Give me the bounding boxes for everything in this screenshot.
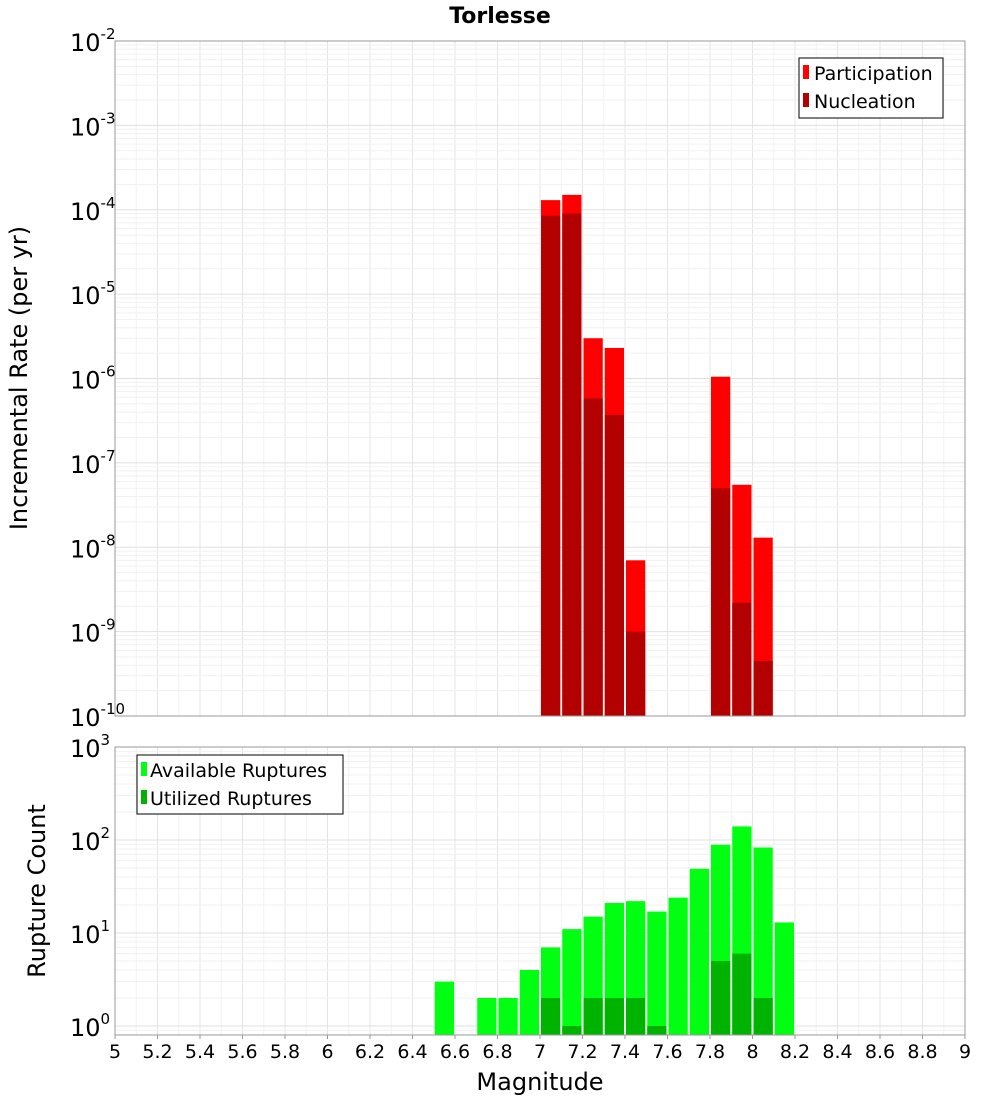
legend-label-participation: Participation (814, 63, 933, 85)
bottom-bar-available-ruptures (668, 897, 688, 1035)
top-bar-nucleation (541, 215, 561, 717)
x-tick-label: 5.2 (142, 1041, 172, 1063)
y-tick-label: 10-3 (70, 109, 116, 141)
top-bar-nucleation (562, 213, 582, 717)
bottom-bar-utilized-ruptures (604, 997, 624, 1035)
x-tick-label: 6.4 (397, 1041, 427, 1063)
bottom-bar-utilized-ruptures (626, 997, 646, 1035)
x-tick-label: 5.8 (270, 1041, 300, 1063)
bottom-bar-available-ruptures (689, 868, 709, 1035)
x-tick-label: 5.4 (185, 1041, 215, 1063)
bottom-bar-utilized-ruptures (541, 997, 561, 1035)
bottom-bar-utilized-ruptures (732, 953, 752, 1035)
x-tick-label: 6.6 (440, 1041, 470, 1063)
legend-label-nucleation: Nucleation (814, 91, 916, 113)
legend-swatch-available-ruptures (141, 762, 147, 776)
bottom-bar-utilized-ruptures (583, 997, 603, 1035)
y-tick-label: 10-8 (70, 531, 116, 563)
legend-label-utilized-ruptures: Utilized Ruptures (150, 788, 312, 810)
top-legend: Participation Nucleation (798, 57, 944, 119)
x-tick-label: 7.6 (652, 1041, 682, 1063)
y-tick-label: 10-6 (70, 363, 116, 395)
legend-label-available-ruptures: Available Ruptures (150, 760, 327, 782)
x-tick-label: 8.8 (907, 1041, 937, 1063)
top-panel-bars (541, 194, 773, 717)
bottom-legend-box (136, 754, 344, 815)
top-legend-box (798, 57, 944, 119)
bottom-bar-available-ruptures (498, 997, 518, 1035)
x-tick-label: 9 (959, 1041, 971, 1063)
y-tick-label: 10-7 (70, 447, 116, 479)
top-y-axis-label: Incremental Rate (per yr) (5, 226, 33, 530)
top-y-tick-labels: 10-10 10-9 10-8 10-7 10-6 10-5 10-4 10-3 10-2 (70, 25, 125, 732)
legend-swatch-utilized-ruptures (141, 790, 147, 804)
x-tick-label: 7.4 (610, 1041, 640, 1063)
top-bar-nucleation (711, 488, 731, 716)
x-tick-label: 5.6 (227, 1041, 257, 1063)
x-tick-label: 5 (109, 1041, 121, 1063)
x-tick-label: 6.8 (482, 1041, 512, 1063)
bottom-bar-utilized-ruptures (753, 997, 773, 1035)
y-tick-label: 101 (70, 917, 110, 949)
x-axis-label: Magnitude (476, 1068, 603, 1096)
x-tick-label: 7 (534, 1041, 546, 1063)
x-tick-label: 7.8 (695, 1041, 725, 1063)
bottom-bar-available-ruptures (774, 922, 794, 1035)
y-tick-label: 103 (70, 731, 110, 763)
top-bar-nucleation (732, 602, 752, 716)
top-panel-frame (114, 40, 966, 717)
x-tick-label: 8.2 (780, 1041, 810, 1063)
bottom-bar-utilized-ruptures (711, 960, 731, 1035)
y-tick-label: 10-10 (70, 700, 125, 732)
bottom-bar-available-ruptures (647, 911, 667, 1035)
x-tick-label: 8.4 (822, 1041, 852, 1063)
y-tick-label: 10-9 (70, 616, 116, 648)
y-tick-label: 102 (70, 824, 110, 856)
bottom-y-tick-labels: 100 101 102 103 (70, 731, 110, 1042)
bottom-bar-utilized-ruptures (562, 1025, 582, 1035)
y-tick-label: 10-2 (70, 25, 116, 57)
x-tick-label: 7.2 (567, 1041, 597, 1063)
top-bar-nucleation (604, 414, 624, 716)
bottom-bar-available-ruptures (434, 981, 454, 1035)
bottom-bar-available-ruptures (562, 929, 582, 1035)
bottom-bar-available-ruptures (477, 997, 497, 1035)
y-tick-label: 10-5 (70, 278, 116, 310)
x-tick-label: 6.2 (355, 1041, 385, 1063)
bottom-bar-utilized-ruptures (647, 1025, 667, 1035)
bottom-bar-available-ruptures (753, 847, 773, 1035)
x-tick-label: 8.6 (865, 1041, 895, 1063)
legend-swatch-participation (803, 65, 809, 79)
bottom-bar-available-ruptures (519, 969, 539, 1035)
top-bar-nucleation (753, 660, 773, 716)
legend-swatch-nucleation (803, 93, 809, 107)
chart-title: Torlesse (449, 4, 551, 29)
x-tick-labels: 5 5.2 5.4 5.6 5.8 6 6.2 6.4 6.6 6.8 7 7.2 7.4 7.6 7.8 8… (109, 1035, 971, 1063)
top-bar-nucleation (626, 631, 646, 716)
x-tick-label: 8 (746, 1041, 758, 1063)
top-panel-grid (114, 40, 966, 717)
y-tick-label: 10-4 (70, 194, 116, 226)
x-tick-label: 6 (321, 1041, 333, 1063)
y-tick-label: 100 (70, 1010, 110, 1042)
bottom-y-axis-label: Rupture Count (23, 804, 51, 978)
top-bar-nucleation (583, 398, 603, 716)
bottom-panel-bars (434, 826, 794, 1035)
bottom-legend: Available Ruptures Utilized Ruptures (136, 754, 344, 815)
